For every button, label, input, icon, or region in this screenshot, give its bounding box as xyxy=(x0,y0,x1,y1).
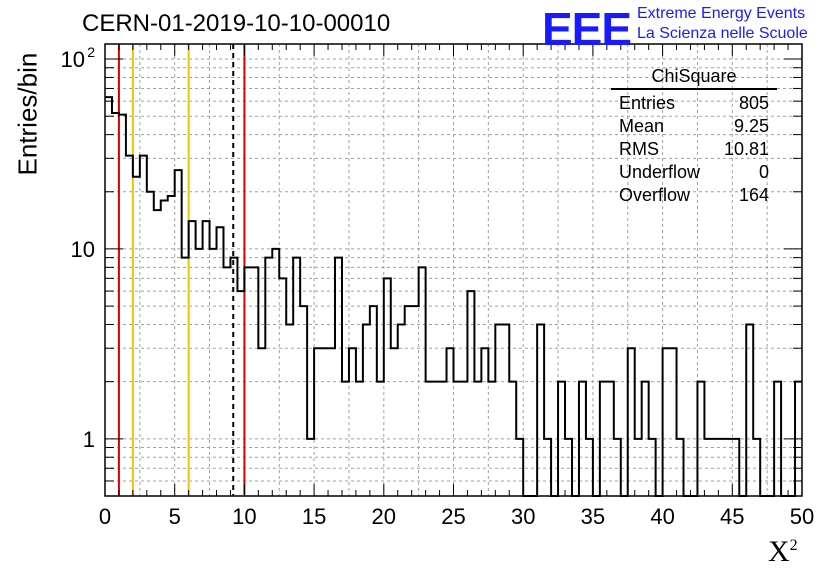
x-tick-label: 50 xyxy=(790,504,814,529)
stats-row: Underflow 0 xyxy=(619,162,769,182)
x-tick-label: 30 xyxy=(511,504,535,529)
y-tick-label: 10 xyxy=(61,47,85,72)
histogram-series xyxy=(105,96,802,497)
x-tick-label: 45 xyxy=(720,504,744,529)
stats-title: ChiSquare xyxy=(611,66,777,90)
stats-row: RMS 10.81 xyxy=(619,139,769,159)
run-title: CERN-01-2019-10-10-00010 xyxy=(82,10,391,37)
x-tick-label: 20 xyxy=(372,504,396,529)
x-axis-label: X2 xyxy=(768,535,798,568)
x-tick-label: 40 xyxy=(650,504,674,529)
y-tick-label: 1 xyxy=(83,427,95,452)
stats-box: ChiSquare Entries 805 Mean 9.25 RMS 10.81 U… xyxy=(611,66,777,207)
logo-line-1: Extreme Energy Events xyxy=(637,5,806,22)
stats-row: Mean 9.25 xyxy=(619,116,769,136)
x-tick-label: 10 xyxy=(232,504,256,529)
y-tick-label: 10 xyxy=(71,237,95,262)
y-axis-label: Entries/bin xyxy=(12,52,43,176)
x-tick-label: 5 xyxy=(169,504,181,529)
stats-row: Overflow 164 xyxy=(619,185,769,205)
x-tick-label: 25 xyxy=(441,504,465,529)
y-tick-label-exponent: 2 xyxy=(87,44,95,60)
x-tick-label: 35 xyxy=(581,504,605,529)
stats-row: Entries 805 xyxy=(619,93,769,113)
logo-line-2: La Scienza nelle Scuole xyxy=(637,25,808,42)
eee-logo: EEE xyxy=(542,3,632,55)
x-tick-label: 15 xyxy=(302,504,326,529)
x-tick-label: 0 xyxy=(99,504,111,529)
